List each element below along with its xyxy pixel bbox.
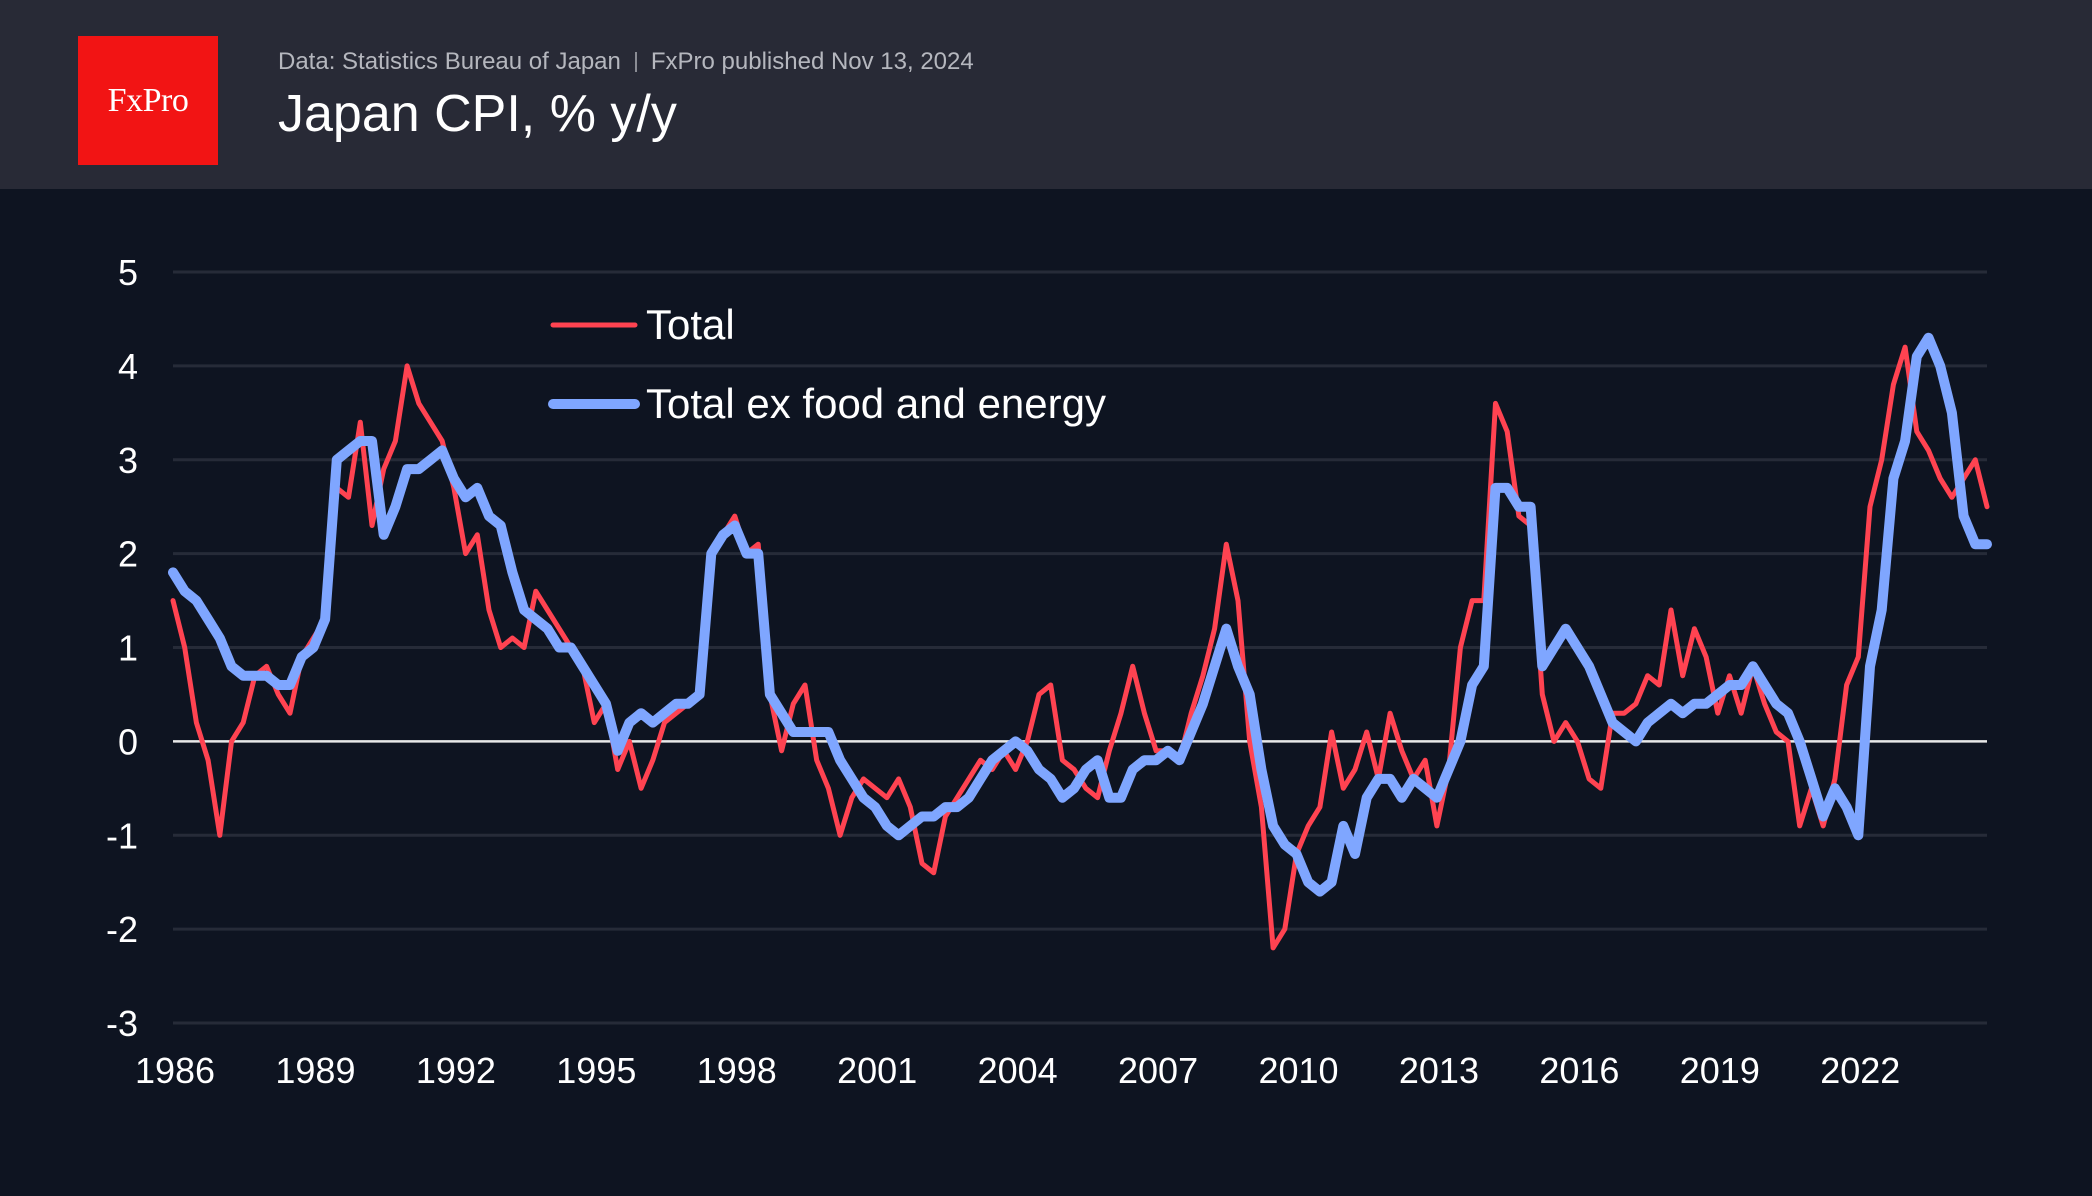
separator (634, 52, 637, 72)
x-tick-label: 1992 (416, 1050, 496, 1091)
legend-label-core: Total ex food and energy (646, 380, 1106, 427)
x-tick-label: 2013 (1399, 1050, 1479, 1091)
x-tick-label: 2001 (837, 1050, 917, 1091)
y-tick-label: 2 (118, 534, 138, 575)
x-tick-label: 2010 (1258, 1050, 1338, 1091)
data-source: Data: Statistics Bureau of Japan (278, 48, 621, 75)
x-tick-label: 2007 (1118, 1050, 1198, 1091)
x-tick-label: 1995 (556, 1050, 636, 1091)
grid-lines (173, 270, 1987, 1025)
x-tick-label: 2004 (978, 1050, 1058, 1091)
logo-text: FxPro (107, 81, 189, 119)
y-tick-label: -1 (106, 815, 138, 856)
legend-label-total: Total (646, 301, 735, 348)
y-axis-ticks: 5 4 3 2 1 0 -1 -2 -3 (106, 252, 138, 1044)
y-tick-label: -2 (106, 909, 138, 950)
x-axis-ticks: 1986 1989 1992 1995 1998 2001 2004 2007 2010 2013… (135, 1050, 1900, 1091)
x-tick-label: 1998 (697, 1050, 777, 1091)
series-line-core (168, 332, 1992, 897)
chart-header: FxPro Data: Statistics Bureau of Japan F… (0, 0, 2092, 189)
legend: Total Total ex food and energy (548, 301, 1106, 427)
x-tick-label: 2022 (1820, 1050, 1900, 1091)
x-tick-label: 2016 (1539, 1050, 1619, 1091)
y-tick-label: 4 (118, 346, 138, 387)
x-tick-label: 2019 (1680, 1050, 1760, 1091)
y-tick-label: 3 (118, 440, 138, 481)
series-lines (168, 332, 1992, 951)
y-tick-label: 5 (118, 252, 138, 293)
x-tick-label: 1989 (275, 1050, 355, 1091)
y-tick-label: 0 (118, 721, 138, 762)
y-tick-label: -3 (106, 1003, 138, 1044)
source-line: Data: Statistics Bureau of Japan FxPro p… (278, 48, 974, 76)
published-date: FxPro published Nov 13, 2024 (650, 48, 974, 75)
line-chart: 5 4 3 2 1 0 -1 -2 -3 1986 1989 1992 1995 1998 2001 200… (106, 252, 1992, 1091)
fxpro-logo: FxPro (78, 36, 218, 165)
chart-title: Japan CPI, % y/y (278, 85, 677, 143)
x-tick-label: 1986 (135, 1050, 215, 1091)
y-tick-label: 1 (118, 628, 138, 669)
